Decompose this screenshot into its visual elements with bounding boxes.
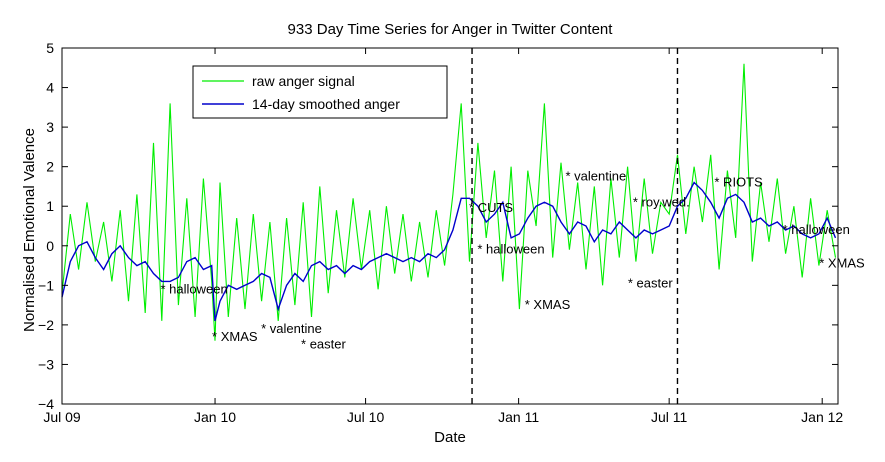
y-tick-label: 3 <box>46 119 54 135</box>
legend: raw anger signal 14-day smoothed anger <box>192 65 448 119</box>
annotation-label: * XMAS <box>525 297 571 312</box>
x-tick-label: Jan 10 <box>194 409 236 425</box>
annotation-label: * halloween <box>477 242 544 257</box>
x-axis-label: Date <box>434 429 466 446</box>
y-tick-label: −2 <box>38 317 54 333</box>
series-line-smoothed <box>61 181 837 322</box>
annotation-label: * CUTS <box>469 200 513 215</box>
x-tick-label: Jan 11 <box>498 409 539 425</box>
plot-frame <box>61 47 839 405</box>
y-tick-label: 2 <box>46 159 54 175</box>
y-tick-label: 5 <box>46 40 54 56</box>
y-tick-label: −4 <box>38 396 54 412</box>
y-tick-label: −3 <box>38 356 54 372</box>
annotation-label: * valentine <box>261 321 322 336</box>
annotation-label: * easter <box>301 337 346 352</box>
y-tick-label: −1 <box>38 277 54 293</box>
y-tick-label: 1 <box>46 198 54 214</box>
legend-label-raw: raw anger signal <box>252 73 355 89</box>
annotation-label: * XMAS <box>819 256 865 271</box>
annotation-label: * easter <box>628 275 673 290</box>
plot-area <box>61 47 839 405</box>
series-line-raw <box>61 63 837 341</box>
annotation-label: * halloween <box>783 222 850 237</box>
y-tick-label: 4 <box>46 80 54 96</box>
x-tick-label: Jul 11 <box>651 409 688 425</box>
x-tick-label: Jan 12 <box>801 409 843 425</box>
legend-box <box>192 65 448 119</box>
annotation-label: * valentine <box>566 169 627 184</box>
axis-ticks: −4 −3 −2 −1 0 1 2 3 4 5 Jul 09 Jan 10 Jul 10 Jan 11 Ju… <box>38 40 843 425</box>
chart-title: 933 Day Time Series for Anger in Twitter… <box>288 21 614 38</box>
y-tick-label: 0 <box>46 238 54 254</box>
x-tick-label: Jul 09 <box>43 409 81 425</box>
annotation-label: * XMAS <box>212 329 258 344</box>
legend-label-smoothed: 14-day smoothed anger <box>252 96 400 112</box>
annotation-label: * halloween <box>160 281 227 296</box>
y-axis-label: Normalised Emotional Valence <box>21 128 38 332</box>
annotations: * halloween* XMAS* valentine* easter* CU… <box>160 169 865 352</box>
annotation-label: * roy.wed. <box>633 194 690 209</box>
x-tick-label: Jul 10 <box>347 409 385 425</box>
annotation-label: * RIOTS <box>714 174 763 189</box>
